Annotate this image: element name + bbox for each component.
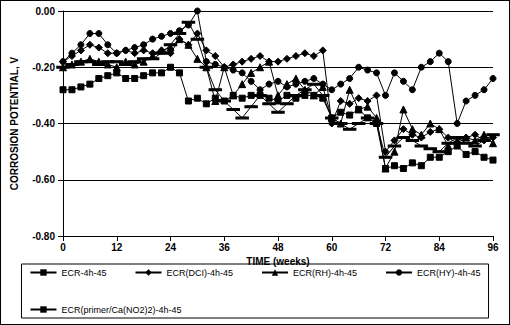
svg-text:48: 48 — [272, 242, 284, 253]
svg-text:ECR(HY)-4h-45: ECR(HY)-4h-45 — [417, 268, 481, 278]
svg-text:72: 72 — [380, 242, 392, 253]
svg-text:-0.40: -0.40 — [32, 118, 55, 129]
svg-text:-0.20: -0.20 — [32, 62, 55, 73]
svg-text:ECR(primer/Ca(NO2)2)-4h-45: ECR(primer/Ca(NO2)2)-4h-45 — [61, 305, 181, 315]
svg-text:12: 12 — [111, 242, 123, 253]
svg-text:-0.60: -0.60 — [32, 174, 55, 185]
svg-text:36: 36 — [219, 242, 231, 253]
svg-text:CORROSION POTENTIAL, V: CORROSION POTENTIAL, V — [9, 57, 20, 191]
svg-text:ECR(DCI)-4h-45: ECR(DCI)-4h-45 — [166, 268, 233, 278]
svg-text:24: 24 — [165, 242, 177, 253]
svg-text:-0.80: -0.80 — [32, 231, 55, 242]
svg-text:84: 84 — [434, 242, 446, 253]
svg-text:0: 0 — [60, 242, 66, 253]
svg-text:ECR(RH)-4h-45: ECR(RH)-4h-45 — [293, 268, 357, 278]
svg-text:96: 96 — [487, 242, 499, 253]
svg-text:ECR-4h-45: ECR-4h-45 — [61, 268, 106, 278]
svg-text:0.00: 0.00 — [36, 6, 56, 17]
svg-text:TIME (weeks): TIME (weeks) — [246, 256, 310, 268]
svg-text:60: 60 — [326, 242, 338, 253]
